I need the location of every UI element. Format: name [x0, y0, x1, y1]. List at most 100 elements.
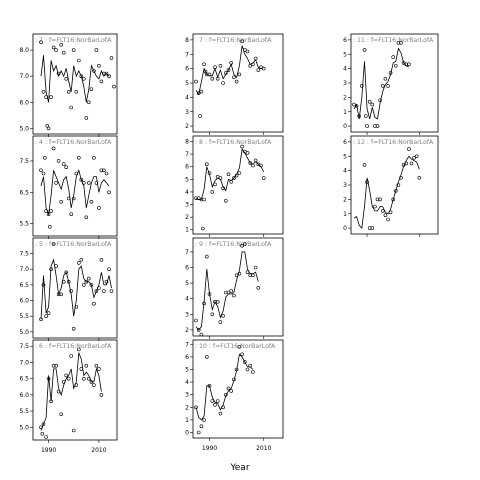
- data-point: [56, 389, 61, 394]
- panel-title: : 9 : f=FLT16:NorBarLofA: [195, 241, 272, 248]
- data-point: [224, 392, 228, 397]
- data-point: [51, 146, 56, 151]
- data-point: [59, 42, 64, 47]
- data-point: [107, 190, 111, 195]
- data-point: [46, 376, 51, 381]
- data-point: [414, 154, 419, 159]
- data-point: [40, 431, 45, 436]
- data-point: [218, 411, 223, 416]
- y-tick-label: 7: [185, 341, 189, 348]
- data-point: [396, 40, 401, 45]
- data-point: [84, 363, 89, 368]
- data-point: [213, 299, 217, 304]
- data-point: [380, 84, 385, 88]
- data-point: [205, 355, 209, 359]
- series-line: [353, 155, 420, 230]
- data-point: [104, 71, 109, 76]
- data-point: [66, 376, 71, 381]
- data-point: [71, 428, 76, 433]
- x-axis-title: Year: [229, 463, 249, 473]
- data-point: [375, 124, 380, 128]
- data-point: [49, 95, 53, 99]
- data-point: [226, 290, 231, 295]
- data-point: [49, 399, 53, 404]
- data-point: [198, 114, 202, 118]
- data-point: [199, 424, 204, 429]
- data-point: [237, 171, 242, 175]
- data-point: [56, 292, 61, 297]
- data-point: [194, 196, 198, 200]
- data-point: [365, 124, 369, 128]
- y-tick-label: 8.0: [19, 47, 29, 54]
- y-tick-label: 3: [185, 109, 189, 116]
- data-point: [74, 171, 79, 176]
- y-tick-label: 1: [343, 109, 347, 116]
- y-tick-label: 6.5: [19, 282, 29, 289]
- data-point: [107, 267, 111, 272]
- data-point: [378, 98, 382, 103]
- data-point: [74, 90, 79, 94]
- y-tick-label: 7: [185, 51, 189, 58]
- data-point: [94, 181, 99, 185]
- data-point: [79, 367, 84, 371]
- data-point: [370, 226, 375, 230]
- data-point: [107, 74, 111, 78]
- data-point: [245, 49, 250, 54]
- data-point: [69, 105, 73, 110]
- data-point: [99, 79, 104, 84]
- data-point: [221, 313, 225, 318]
- data-point: [54, 48, 58, 52]
- panel-title: : 5 : f=FLT16:NorBarLofA: [35, 241, 112, 248]
- data-point: [99, 393, 104, 397]
- data-point: [196, 328, 201, 332]
- y-tick-label: 5.5: [19, 313, 29, 320]
- data-point: [44, 435, 48, 439]
- data-point: [112, 84, 116, 89]
- data-point: [54, 363, 58, 368]
- data-point: [237, 72, 242, 77]
- data-point: [102, 71, 106, 76]
- panel-frame: [192, 135, 284, 235]
- data-point: [39, 40, 43, 45]
- data-point: [391, 197, 396, 202]
- data-point: [64, 270, 68, 275]
- data-point: [221, 405, 225, 410]
- x-tick-label: 2010: [91, 447, 106, 454]
- data-point: [226, 68, 231, 72]
- panel-7: : 7 : f=FLT16:NorBarLofA 5.0 6.0 7.0 8.0: [19, 33, 118, 137]
- y-tick-label: 4: [343, 66, 347, 73]
- data-point: [199, 332, 204, 336]
- data-point: [245, 367, 250, 372]
- data-point: [199, 89, 204, 94]
- data-point: [229, 389, 233, 393]
- y-tick-label: 7.0: [19, 266, 29, 273]
- data-point: [240, 243, 244, 248]
- data-point: [362, 48, 367, 52]
- data-point: [383, 76, 388, 81]
- data-point: [215, 76, 220, 81]
- data-point: [64, 77, 68, 81]
- y-tick-label: 6: [185, 164, 189, 171]
- data-point: [44, 209, 48, 213]
- data-point: [77, 156, 81, 160]
- data-point: [253, 265, 258, 270]
- data-point: [205, 162, 209, 166]
- y-tick-label: 5: [185, 80, 189, 87]
- data-point: [373, 124, 377, 128]
- data-point: [259, 163, 263, 168]
- data-point: [251, 62, 255, 67]
- data-point: [109, 56, 114, 60]
- data-point: [87, 100, 91, 105]
- y-tick-label: 8: [185, 37, 189, 44]
- data-point: [87, 276, 91, 281]
- data-point: [226, 386, 231, 391]
- panel-frame: [192, 237, 284, 337]
- data-point: [234, 273, 239, 278]
- data-point: [386, 84, 390, 88]
- data-point: [261, 176, 266, 180]
- data-point: [69, 212, 73, 216]
- data-point: [66, 90, 71, 94]
- y-tick-label: 7: [185, 249, 189, 256]
- data-point: [251, 163, 255, 168]
- data-point: [226, 172, 231, 177]
